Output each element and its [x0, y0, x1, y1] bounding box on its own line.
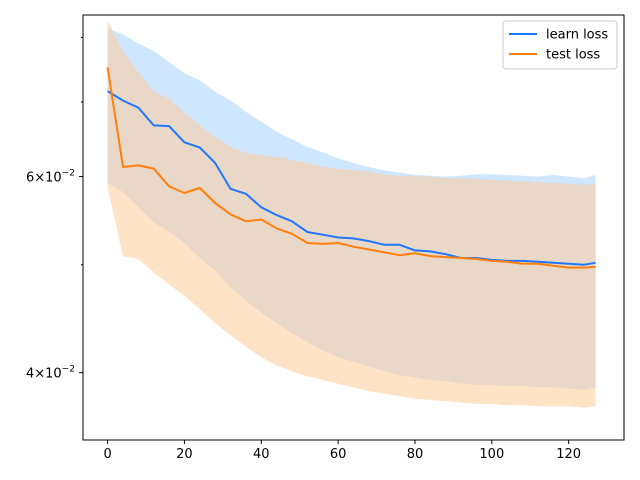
- y-tick-label: 4×10−2: [26, 365, 75, 382]
- x-tick-label: 80: [407, 447, 424, 462]
- legend: learn loss test loss: [502, 20, 618, 70]
- legend-label-test-loss: test loss: [546, 48, 600, 63]
- series-lines: [106, 67, 596, 269]
- y-axis: 4×10−2 6×10−2: [26, 36, 83, 382]
- x-tick-label: 20: [176, 447, 193, 462]
- x-axis: 0 20 40 60 80 100 120: [103, 440, 581, 462]
- axes-frame: [82, 14, 625, 441]
- x-tick-label: 40: [253, 447, 270, 462]
- y-tick-label: 6×10−2: [26, 169, 75, 186]
- confidence-bands: [107, 20, 596, 408]
- line-learn-loss: [107, 90, 596, 266]
- line-test-loss: [106, 67, 596, 269]
- x-tick-label: 100: [479, 447, 504, 462]
- band-test-loss: [107, 20, 596, 408]
- x-tick-label: 0: [103, 447, 111, 462]
- x-tick-label: 120: [556, 447, 581, 462]
- x-tick-label: 60: [330, 447, 347, 462]
- legend-label-learn-loss: learn loss: [546, 28, 608, 43]
